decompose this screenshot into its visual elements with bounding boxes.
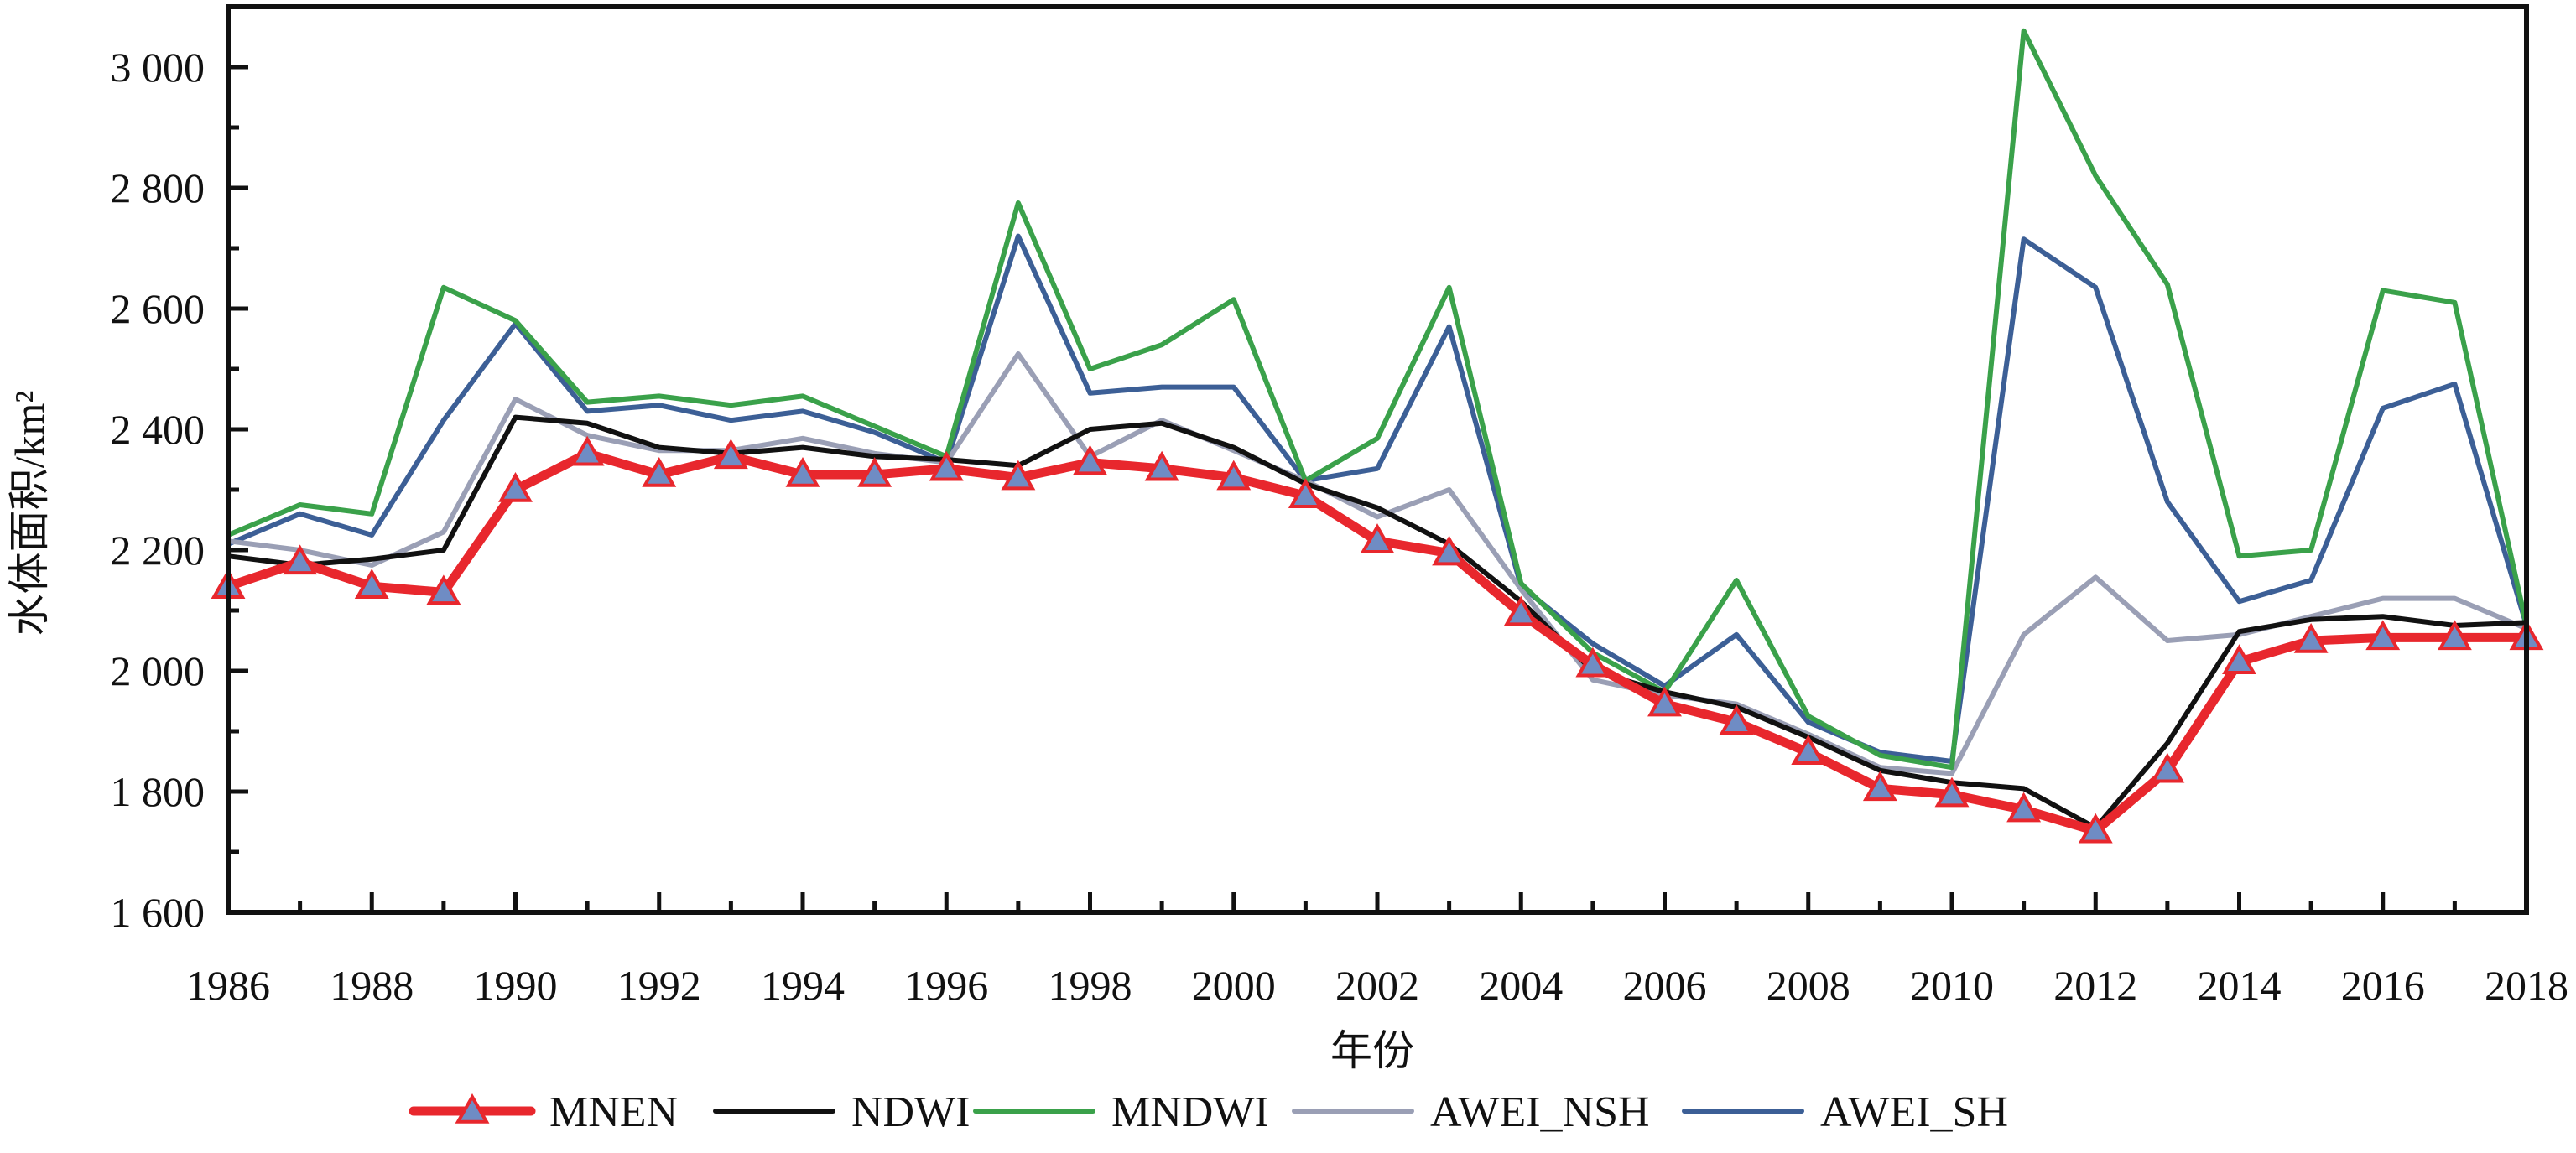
x-tick-label: 2006 — [1623, 962, 1707, 1009]
x-tick-label: 2018 — [2485, 962, 2568, 1009]
x-tick-label: 1988 — [330, 962, 414, 1009]
triangle-marker — [2150, 752, 2185, 783]
triangle-marker — [1216, 460, 1252, 491]
y-tick-label: 2 200 — [111, 527, 206, 574]
triangle-marker — [857, 456, 892, 487]
y-tick-label: 2 400 — [111, 406, 206, 453]
series-line — [226, 351, 2529, 776]
triangle-marker — [1073, 444, 1107, 475]
x-tick-label: 1992 — [617, 962, 701, 1009]
series-layer — [211, 28, 2544, 844]
x-tick-label: 1986 — [186, 962, 270, 1009]
legend-label: AWEI_SH — [1820, 1088, 2008, 1136]
triangle-marker — [2293, 622, 2329, 653]
series-line — [226, 414, 2529, 831]
legend-label: MNDWI — [1111, 1088, 1269, 1136]
triangle-marker — [1503, 595, 1538, 626]
triangle-marker — [426, 574, 461, 605]
triangle-marker — [713, 439, 748, 470]
triangle-marker — [1001, 460, 1036, 491]
y-tick-label: 2 000 — [111, 647, 206, 694]
triangle-marker — [2222, 644, 2256, 674]
triangle-marker — [2365, 620, 2401, 651]
legend: MNEN NDWI MNDWI AWEI_NSH AWEI_SH — [409, 1088, 2008, 1136]
x-tick-label: 2002 — [1335, 962, 1419, 1009]
triangle-marker — [1647, 686, 1682, 717]
x-tick-label: 2000 — [1192, 962, 1276, 1009]
triangle-marker — [785, 456, 820, 487]
x-tick-label: 1990 — [474, 962, 558, 1009]
legend-item: NDWI — [713, 1088, 971, 1136]
triangle-marker — [283, 544, 318, 575]
triangle-marker — [1719, 704, 1754, 735]
legend-item: MNDWI — [973, 1088, 1269, 1136]
triangle-marker — [1575, 647, 1611, 678]
triangle-marker — [929, 450, 964, 481]
legend-marker — [455, 1093, 490, 1124]
y-axis-title: 水体面积/km² — [6, 391, 53, 636]
x-tick-label: 2014 — [2198, 962, 2282, 1009]
series-line — [226, 233, 2529, 764]
triangle-marker — [1432, 535, 1467, 566]
series-ndwi — [226, 414, 2529, 831]
x-tick-label: 1996 — [904, 962, 988, 1009]
series-awei-sh — [226, 233, 2529, 764]
x-tick-label: 1994 — [761, 962, 845, 1009]
series-awei-nsh — [226, 351, 2529, 776]
triangle-marker — [1360, 523, 1395, 553]
y-tick-label: 1 600 — [111, 889, 206, 936]
triangle-marker — [2078, 813, 2113, 844]
x-axis-title: 年份 — [1330, 1027, 1414, 1074]
legend-label: NDWI — [851, 1088, 971, 1136]
x-tick-label: 2008 — [1767, 962, 1850, 1009]
y-tick-label: 1 800 — [111, 768, 206, 815]
x-tick-label: 1998 — [1049, 962, 1132, 1009]
series-mndwi — [226, 28, 2529, 771]
triangle-marker — [570, 435, 605, 466]
legend-item: AWEI_NSH — [1292, 1088, 1650, 1136]
y-tick-label: 2 800 — [111, 164, 206, 211]
series-line — [226, 28, 2529, 771]
y-tick-label: 3 000 — [111, 44, 206, 91]
x-tick-label: 2012 — [2053, 962, 2137, 1009]
triangle-marker — [2437, 620, 2472, 651]
y-tick-label: 2 600 — [111, 285, 206, 332]
triangle-marker — [1862, 771, 1897, 802]
x-tick-label: 2016 — [2341, 962, 2425, 1009]
triangle-marker — [1288, 478, 1323, 508]
triangle-marker — [642, 456, 677, 487]
triangle-marker — [354, 569, 389, 599]
legend-item: AWEI_SH — [1682, 1088, 2008, 1136]
triangle-marker — [1144, 450, 1179, 481]
legend-item: MNEN — [409, 1088, 678, 1136]
triangle-marker — [1791, 735, 1826, 765]
legend-label: AWEI_NSH — [1430, 1088, 1650, 1136]
triangle-marker — [1934, 776, 1970, 808]
triangle-marker — [498, 471, 533, 502]
axes-layer: 1986 1988 1990 1992 1994 1996 1998 2000 2002 2004… — [111, 4, 2568, 1009]
legend-label: MNEN — [549, 1088, 678, 1136]
x-tick-label: 2010 — [1910, 962, 1994, 1009]
x-tick-label: 2004 — [1479, 962, 1563, 1009]
triangle-marker — [2006, 792, 2042, 823]
series-mnen — [211, 435, 2544, 844]
